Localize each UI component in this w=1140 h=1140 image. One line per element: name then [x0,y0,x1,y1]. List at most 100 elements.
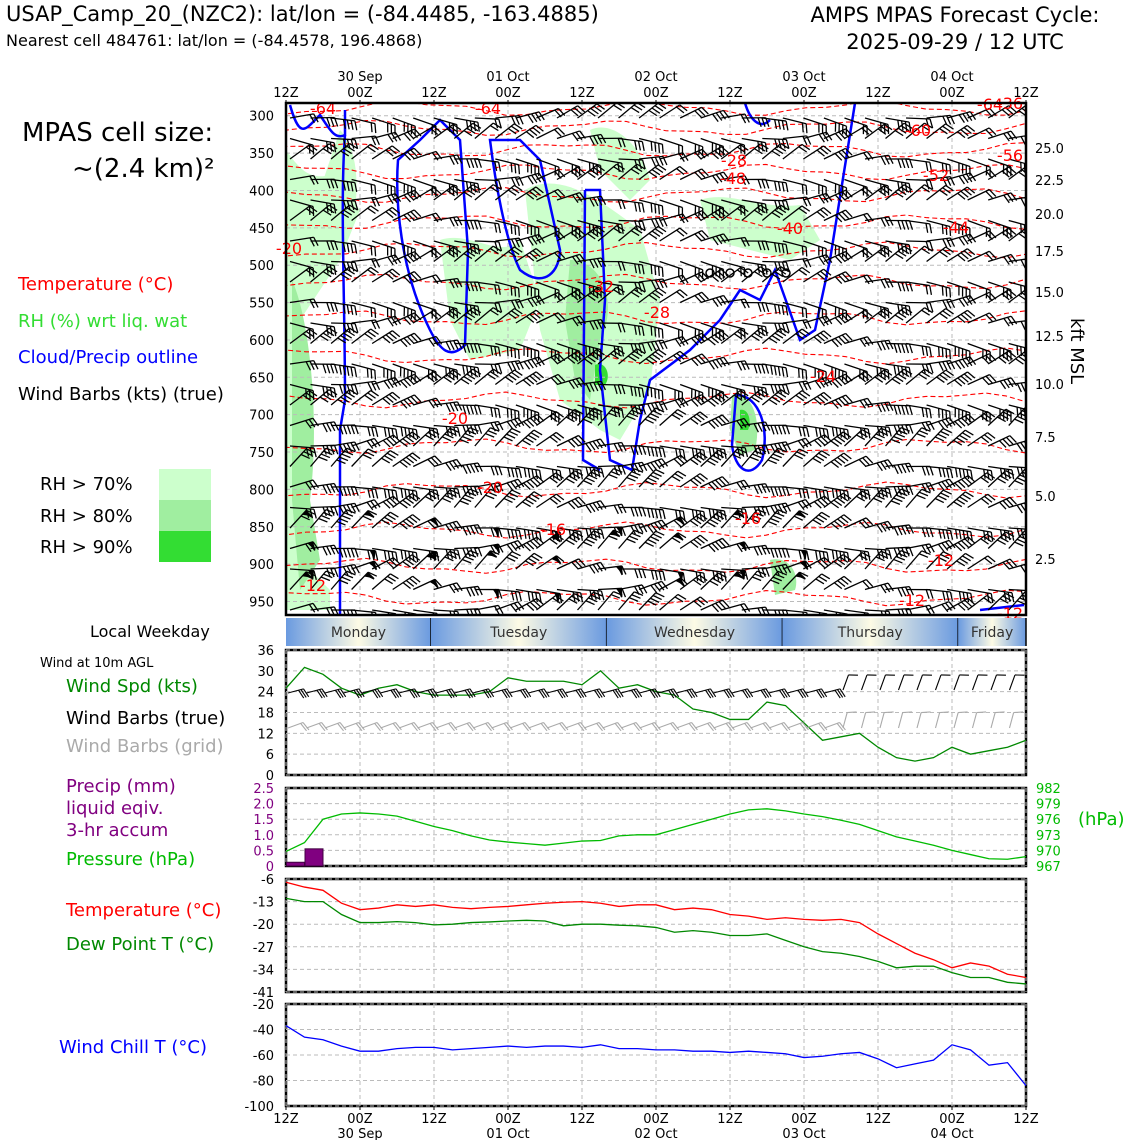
barb-flag [374,427,379,437]
barb-shaft [289,448,307,467]
wind-barb [433,178,458,196]
wind-barb [782,486,810,499]
barb-shaft [372,424,396,430]
barb-flag [367,510,377,516]
wind-barb [1029,349,1056,364]
wind-barb [946,371,976,387]
barb-flag [303,451,313,457]
barb-flag [1003,194,1010,204]
barb-flag [941,419,949,429]
barb-flag [655,469,665,475]
barb-shaft [289,137,314,146]
barb-flag [880,461,887,471]
barb-flag [757,302,762,312]
barb-shaft [885,184,905,201]
barb-flag [839,495,849,502]
barb-flag [903,307,913,314]
barb-flag [644,541,654,547]
barb-shaft [536,527,561,533]
barb-flag [456,401,463,411]
barb-flag [452,185,462,192]
barb-flag [529,129,538,136]
barb-flag [600,381,607,391]
barb-shaft [638,137,663,145]
barb-flag [740,144,749,151]
barb-flag [1005,107,1014,115]
barb-flag [781,425,787,435]
barb-shaft [782,240,807,248]
barb-flag [694,295,702,303]
barb-shaft [761,509,779,529]
barb-flag [507,127,517,135]
barb-flag [449,156,455,165]
barb-flag [714,395,723,403]
wind-barb [864,185,893,201]
barb-flag [568,380,575,390]
wind-barb [803,178,827,197]
barb-flag [813,501,822,509]
barb-shaft [782,486,807,490]
barb-flag [320,453,331,459]
barb-shaft [988,315,1012,324]
barb-flag [510,238,517,248]
barb-shaft [967,312,990,324]
barb-flag [596,410,599,420]
barb-flag [571,411,581,418]
barb-pennant [429,517,439,526]
barb-flag [517,478,525,488]
barb-flag [510,542,518,552]
barb-flag [354,244,358,254]
barb-flag [963,127,972,135]
barb-flag [861,551,871,558]
barb-flag [650,446,655,457]
barb-flag [536,414,545,422]
wind-barb [720,144,749,160]
barb-pennant [302,510,313,517]
barb-shaft [577,465,602,469]
barb-shaft [987,281,1012,291]
wind-barb [495,465,523,479]
barb-flag [342,566,349,576]
barb-shaft [310,383,335,389]
barb-shaft [1008,527,1026,530]
barb-flag [387,427,391,438]
barb-flag [412,575,421,583]
barb-flag [313,360,319,370]
barb-flag [694,233,702,242]
barb-flag [759,204,769,211]
wind-barb [597,565,627,576]
barb-shaft [310,389,330,406]
wind-barb [577,530,603,549]
barb-flag [387,195,394,204]
barb-shaft [1029,465,1053,466]
wind-barb [946,111,977,123]
barb-flag [765,444,770,455]
barb-flag [636,286,646,293]
barb-flag [880,279,886,289]
barb-flag [1001,109,1010,117]
barb-flag [737,571,747,577]
barb-flag [587,171,596,179]
barb-shaft [762,563,786,570]
barb-flag [1028,287,1029,296]
barb-flag [391,145,401,153]
wind-barb [330,301,358,316]
barb-flag [719,296,727,305]
wind-barb [495,219,520,236]
barb-flag [407,192,415,201]
barb-shaft [597,158,622,164]
barb-flag [498,527,503,538]
barb-flag [513,480,521,489]
wind-barb [577,468,603,488]
barb-flag [956,498,966,505]
wind-barb [844,397,874,409]
barb-shaft [700,476,723,488]
barb-flag [494,346,498,356]
wind-barb [412,309,442,324]
barb-flag [626,476,636,482]
barb-shaft [289,360,314,365]
barb-flag [699,534,709,542]
barb-flag [487,491,497,497]
barb-flag [679,227,688,235]
barb-shaft [413,363,437,373]
